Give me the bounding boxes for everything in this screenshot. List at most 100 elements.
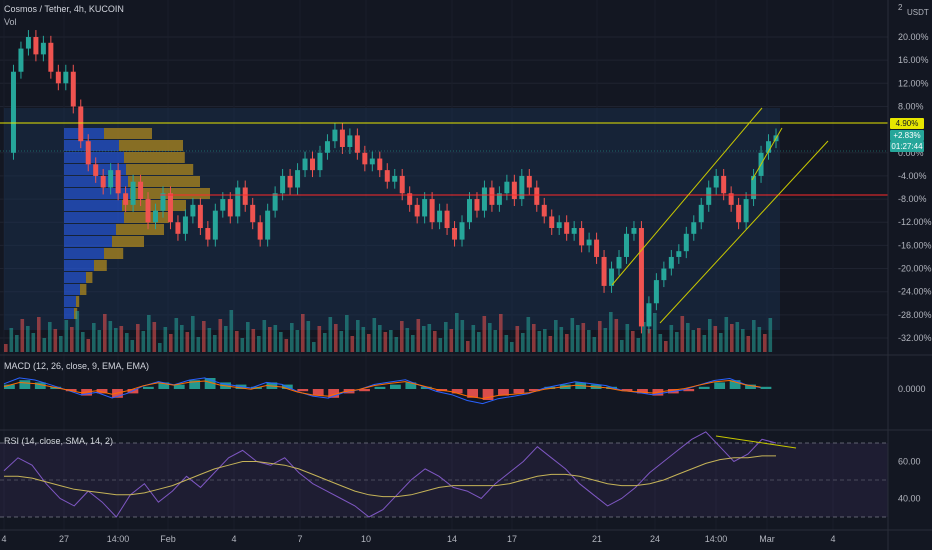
price-candle (175, 222, 181, 234)
volume-bar (114, 328, 118, 352)
price-candle (691, 222, 697, 234)
volume-bar (345, 315, 349, 352)
price-candle (571, 228, 577, 234)
price-candle (638, 228, 644, 327)
volume-bar (735, 322, 740, 352)
volume-bar (614, 319, 619, 352)
volume-bar (169, 334, 173, 352)
price-candle (526, 175, 532, 188)
volume-bar (119, 326, 124, 352)
price-tick-label: -12.00% (898, 217, 932, 227)
volume-bar (466, 341, 470, 352)
volume-bar (279, 332, 283, 352)
price-candle (295, 170, 301, 188)
volume-bar (284, 339, 289, 352)
price-candle (653, 280, 659, 304)
volume-profile-bar (76, 296, 80, 307)
volume-bar (669, 325, 674, 352)
price-candle (70, 71, 76, 107)
time-tick-label: 7 (297, 534, 302, 544)
channel-upper-line[interactable] (611, 107, 763, 286)
volume-bar (702, 335, 707, 352)
volume-bar (328, 317, 333, 352)
currency-label[interactable]: USDT (907, 8, 929, 17)
price-candle (138, 181, 144, 200)
price-candle (429, 199, 435, 223)
price-candle (362, 152, 368, 165)
volume-bar (251, 329, 256, 352)
volume-bar (147, 315, 151, 352)
price-candle (623, 233, 629, 257)
price-candle (556, 222, 562, 229)
volume-bar (108, 321, 113, 352)
macd-histogram-bar (96, 389, 108, 394)
price-candle (437, 210, 443, 223)
time-tick-label: 24 (650, 534, 660, 544)
price-tick-label: 8.00% (898, 101, 924, 111)
price-candle (646, 303, 652, 327)
volume-bar (141, 331, 146, 352)
volume-bar (609, 312, 613, 352)
price-candle (220, 199, 226, 211)
volume-bar (350, 336, 355, 352)
volume-bar (185, 332, 190, 352)
volume-bar (570, 318, 575, 352)
volume-profile-bar (64, 272, 86, 283)
macd-signal-line (3, 379, 761, 400)
volume-bar (521, 333, 525, 352)
time-tick-label: 27 (59, 534, 69, 544)
macd-histogram-bar (451, 389, 463, 394)
volume-bar (301, 314, 305, 352)
resistance-price-badge: 4.90% (890, 118, 924, 129)
volume-bar (92, 323, 96, 352)
price-candle (489, 187, 495, 205)
price-candle (474, 199, 480, 211)
price-axis: 20.00% 16.00% 12.00% 8.00% 0.00% -4.00% -8.00%… (898, 32, 932, 343)
volume-bar (515, 326, 520, 352)
macd-tick-label: 0.0000 (898, 384, 926, 394)
volume-bar (548, 336, 553, 352)
volume-bar (207, 328, 212, 352)
volume-bar (224, 326, 228, 352)
volume-bar (438, 338, 443, 352)
volume-bar (752, 320, 756, 352)
price-candle (504, 181, 510, 194)
volume-bar (675, 332, 679, 352)
volume-bar (191, 316, 195, 352)
current-price-badge: +2.83% (890, 130, 924, 141)
price-candle (452, 228, 458, 240)
macd-histogram-bar (698, 386, 710, 389)
volume-profile-bar (124, 152, 185, 163)
volume-bar (290, 323, 294, 352)
volume-bar (323, 333, 327, 352)
macd-pane: 0.0000 (3, 377, 926, 405)
currency-mark: 2 (898, 3, 903, 12)
volume-bar (444, 322, 448, 352)
volume-profile-bar (112, 236, 144, 247)
macd-histogram-bar (467, 389, 479, 398)
volume-profile-bar (119, 140, 183, 151)
volume-bar (174, 318, 179, 352)
volume-bar (235, 331, 239, 352)
channel-lower-line[interactable] (659, 140, 829, 324)
volume-bar (15, 335, 19, 352)
volume-bar (339, 331, 344, 352)
price-candle (78, 106, 84, 142)
volume-bar (262, 320, 267, 352)
macd-histogram-bar (498, 389, 509, 396)
volume-profile-bar (94, 260, 107, 271)
time-tick-label: 14 (447, 534, 457, 544)
price-candle (609, 268, 615, 286)
channel-mid-line[interactable] (751, 127, 783, 181)
volume-bar (86, 339, 91, 352)
volume-bar (361, 327, 366, 352)
volume-bar (581, 323, 586, 352)
volume-bar (273, 325, 278, 352)
price-candle (280, 175, 286, 194)
price-candle (153, 210, 159, 223)
price-candle (332, 129, 338, 142)
rsi-divergence-line[interactable] (715, 435, 797, 449)
price-candle (287, 175, 293, 188)
volume-profile-bar (64, 236, 112, 247)
